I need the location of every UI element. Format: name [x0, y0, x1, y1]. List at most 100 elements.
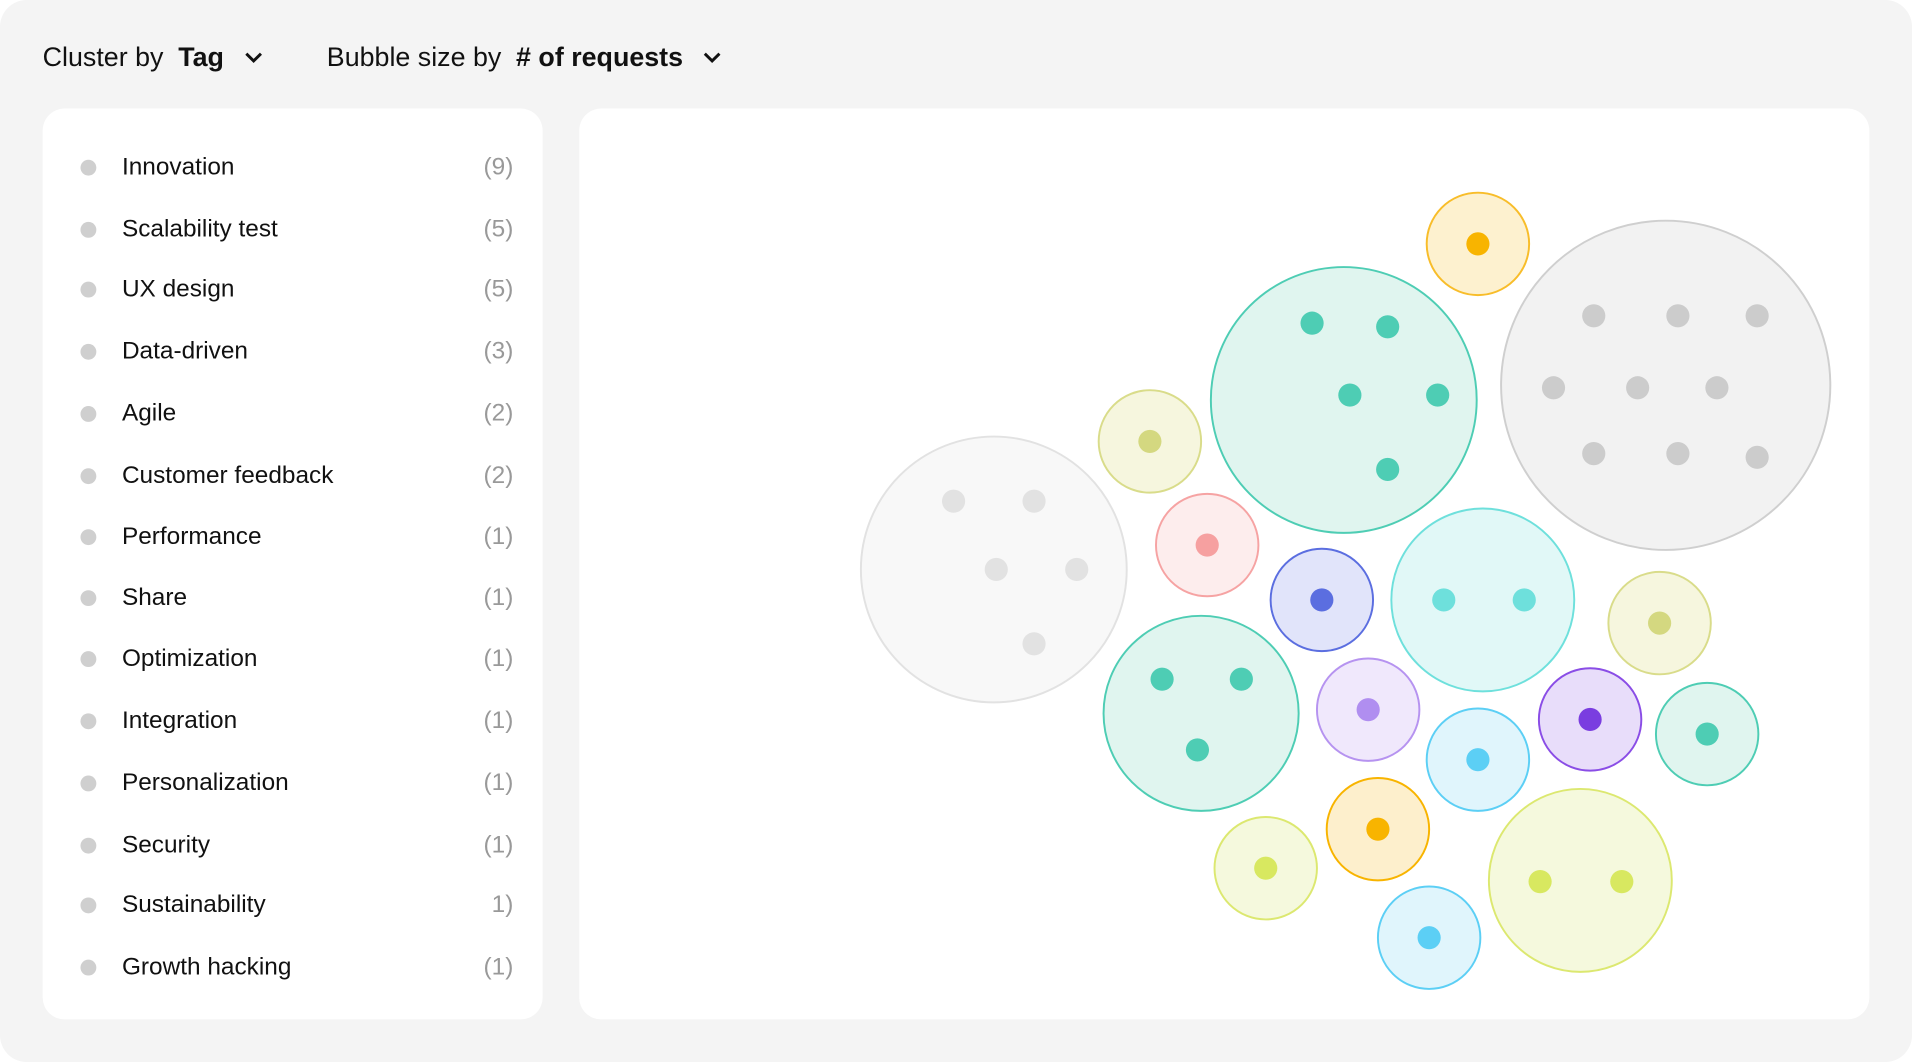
bubble-circle[interactable]: [1500, 219, 1832, 551]
cluster-by-value: Tag: [178, 41, 224, 72]
tag-label: Sustainability: [121, 890, 266, 918]
request-dot[interactable]: [1745, 304, 1769, 328]
tag-label: Scalability test: [121, 215, 278, 243]
tag-list-item[interactable]: Data-driven (3): [43, 333, 543, 370]
tag-label: Integration: [121, 706, 238, 734]
request-dot[interactable]: [1626, 376, 1650, 400]
bubble[interactable]: [1102, 614, 1300, 812]
bubble[interactable]: [1425, 191, 1531, 297]
tag-list-item[interactable]: Agile (2): [43, 395, 543, 432]
request-dot[interactable]: [1065, 557, 1089, 582]
bullet-icon: [80, 959, 97, 975]
tag-list-item[interactable]: Share (1): [43, 579, 543, 616]
request-dot[interactable]: [1417, 926, 1441, 950]
bullet-icon: [80, 774, 97, 791]
bubble[interactable]: [1155, 492, 1260, 598]
chevron-down-icon: [703, 52, 721, 64]
bubble[interactable]: [1654, 681, 1760, 787]
tag-label: Innovation: [121, 153, 235, 180]
request-dot[interactable]: [1666, 442, 1690, 466]
bubble[interactable]: [1315, 657, 1421, 762]
tag-list-item[interactable]: Scalability test (5): [43, 211, 543, 248]
bubble[interactable]: [1390, 507, 1576, 693]
request-dot[interactable]: [1376, 315, 1400, 339]
request-dot[interactable]: [1300, 311, 1324, 335]
request-dot[interactable]: [1745, 445, 1769, 469]
bubble[interactable]: [859, 435, 1128, 704]
bullet-icon: [80, 589, 97, 606]
bubble[interactable]: [1376, 885, 1482, 990]
bubble-circle[interactable]: [1390, 507, 1576, 693]
request-dot[interactable]: [1432, 588, 1456, 612]
request-dot[interactable]: [1338, 383, 1362, 407]
bullet-icon: [80, 712, 97, 729]
tag-count: (2): [483, 399, 514, 427]
tag-list-item[interactable]: Innovation (9): [43, 149, 543, 186]
tag-count: (1): [483, 952, 514, 980]
bubble-circle[interactable]: [1102, 614, 1300, 812]
request-dot[interactable]: [1310, 588, 1334, 612]
request-dot[interactable]: [1578, 707, 1602, 732]
tag-list-item[interactable]: Performance (1): [43, 518, 543, 555]
tag-list-item[interactable]: Customer feedback (2): [43, 457, 543, 494]
tag-list-item[interactable]: Optimization (1): [43, 640, 543, 677]
tag-list-item[interactable]: Personalization (1): [43, 765, 543, 802]
request-dot[interactable]: [1356, 698, 1380, 722]
request-dot[interactable]: [984, 557, 1008, 582]
request-dot[interactable]: [1466, 232, 1490, 256]
request-dot[interactable]: [941, 489, 966, 513]
request-dot[interactable]: [1185, 738, 1210, 762]
tag-count: (1): [483, 831, 514, 858]
tag-label: Agile: [121, 399, 177, 427]
tag-list-item[interactable]: UX design (5): [43, 271, 543, 308]
request-dot[interactable]: [1195, 533, 1219, 557]
tag-label: Customer feedback: [121, 461, 334, 489]
request-dot[interactable]: [1610, 870, 1634, 894]
tag-label: Growth hacking: [121, 952, 292, 980]
tag-count: (1): [483, 768, 514, 796]
tag-label: Optimization: [121, 644, 258, 672]
request-dot[interactable]: [1528, 870, 1552, 894]
request-dot[interactable]: [1466, 748, 1490, 772]
request-dot[interactable]: [1254, 856, 1278, 880]
request-dot[interactable]: [1376, 457, 1400, 482]
bubble[interactable]: [1537, 667, 1643, 772]
request-dot[interactable]: [1150, 667, 1174, 691]
bubble[interactable]: [1209, 266, 1478, 534]
bubble[interactable]: [1213, 816, 1318, 921]
request-dot[interactable]: [1366, 817, 1390, 841]
tag-label: Personalization: [121, 768, 289, 796]
bubble-size-dropdown[interactable]: Bubble size by # of requests: [327, 41, 725, 73]
request-dot[interactable]: [1582, 442, 1606, 466]
bubble[interactable]: [1425, 707, 1531, 812]
request-dot[interactable]: [1022, 632, 1046, 656]
bubble[interactable]: [1607, 570, 1712, 676]
request-dot[interactable]: [1229, 667, 1253, 691]
bubble[interactable]: [1269, 547, 1375, 653]
chevron-down-icon: [244, 52, 262, 64]
bubble[interactable]: [1325, 777, 1431, 882]
request-dot[interactable]: [1022, 489, 1046, 513]
request-dot[interactable]: [1695, 722, 1719, 746]
request-dot[interactable]: [1138, 429, 1162, 454]
bubble[interactable]: [1500, 219, 1832, 551]
bubble-circle[interactable]: [1487, 787, 1673, 973]
request-dot[interactable]: [1426, 383, 1450, 407]
request-dot[interactable]: [1666, 304, 1690, 328]
request-dot[interactable]: [1512, 588, 1536, 612]
request-dot[interactable]: [1541, 376, 1566, 400]
tag-label: Security: [121, 831, 211, 858]
tag-list-item[interactable]: Security (1): [43, 827, 543, 864]
bubble[interactable]: [1487, 787, 1673, 973]
cluster-by-dropdown[interactable]: Cluster by Tag: [43, 41, 266, 73]
request-dot[interactable]: [1705, 376, 1729, 400]
request-dot[interactable]: [1582, 304, 1606, 328]
bubble[interactable]: [1097, 389, 1203, 494]
request-dot[interactable]: [1648, 611, 1672, 635]
tag-count: (5): [483, 274, 514, 302]
tag-list-item[interactable]: Sustainability 1): [43, 887, 543, 924]
tag-list-item[interactable]: Integration (1): [43, 702, 543, 739]
tag-list-item[interactable]: Growth hacking (1): [43, 949, 543, 986]
tag-label: Performance: [121, 522, 262, 550]
